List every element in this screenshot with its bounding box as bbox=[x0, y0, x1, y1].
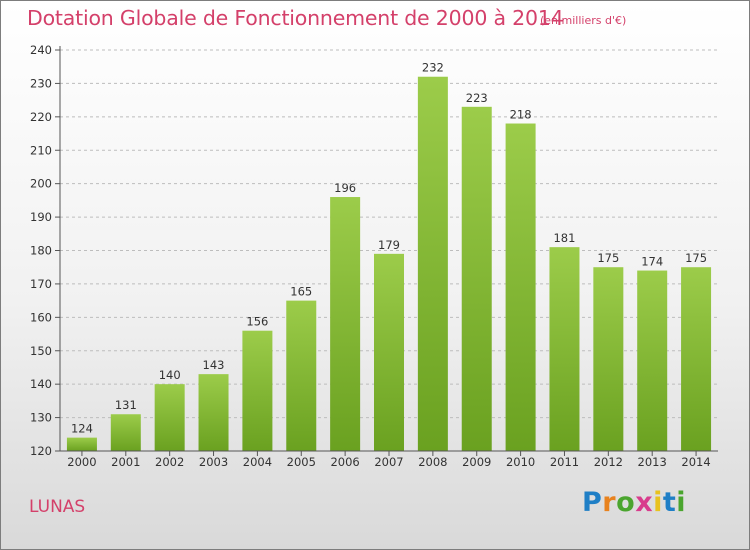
y-tick-label: 160 bbox=[30, 310, 52, 324]
logo-letter: o bbox=[616, 487, 636, 518]
bar-value-label: 179 bbox=[378, 238, 400, 252]
bar-value-label: 156 bbox=[246, 315, 268, 329]
y-tick-label: 190 bbox=[30, 210, 52, 224]
bar-value-label: 175 bbox=[685, 251, 707, 265]
bar bbox=[637, 270, 668, 451]
bar bbox=[505, 123, 536, 452]
logo-letter: P bbox=[582, 487, 603, 518]
bar-value-label: 196 bbox=[334, 181, 356, 195]
bar bbox=[242, 330, 273, 451]
y-tick-label: 120 bbox=[30, 444, 52, 458]
logo-letter: t bbox=[662, 487, 677, 518]
axes bbox=[55, 46, 718, 456]
chart-subtitle: (en milliers d'€) bbox=[540, 14, 627, 27]
x-tick-label: 2001 bbox=[111, 455, 140, 469]
y-tick-label: 220 bbox=[30, 110, 52, 124]
y-tick-label: 170 bbox=[30, 277, 52, 291]
y-tick-label: 200 bbox=[30, 177, 52, 191]
bar bbox=[549, 247, 580, 451]
chart-title: Dotation Globale de Fonctionnement de 20… bbox=[27, 6, 564, 30]
proxiti-logo: Proxiti bbox=[582, 487, 686, 518]
x-tick-label: 2014 bbox=[681, 455, 710, 469]
y-tick-label: 240 bbox=[30, 43, 52, 57]
x-tick-label: 2006 bbox=[330, 455, 359, 469]
bars bbox=[66, 76, 712, 452]
x-tick-label: 2010 bbox=[506, 455, 535, 469]
bar bbox=[198, 374, 229, 451]
y-tick-label: 180 bbox=[30, 244, 52, 258]
x-tick-label: 2012 bbox=[594, 455, 623, 469]
bar-value-label: 175 bbox=[597, 251, 619, 265]
logo-letter: i bbox=[653, 487, 663, 518]
bar-value-label: 223 bbox=[466, 91, 488, 105]
x-tick-label: 2005 bbox=[287, 455, 316, 469]
y-tick-label: 140 bbox=[30, 377, 52, 391]
x-tick-label: 2011 bbox=[550, 455, 579, 469]
x-tick-label: 2008 bbox=[418, 455, 447, 469]
bar bbox=[66, 437, 97, 451]
x-tick-label: 2007 bbox=[374, 455, 403, 469]
bar-value-label: 131 bbox=[115, 398, 137, 412]
bar bbox=[593, 267, 624, 451]
bar bbox=[461, 106, 492, 451]
logo-letter: i bbox=[676, 487, 687, 518]
bar bbox=[110, 414, 141, 451]
bar bbox=[374, 253, 404, 451]
bar-value-label: 140 bbox=[159, 368, 181, 382]
bar bbox=[154, 384, 185, 451]
bar bbox=[417, 76, 448, 451]
bar-value-label: 124 bbox=[71, 422, 93, 436]
x-tick-label: 2003 bbox=[199, 455, 228, 469]
logo-letter: x bbox=[635, 487, 654, 518]
logo-letter: r bbox=[602, 487, 617, 518]
x-tick-label: 2013 bbox=[638, 455, 667, 469]
commune-name: LUNAS bbox=[29, 497, 86, 517]
x-tick-label: 2009 bbox=[462, 455, 491, 469]
bar bbox=[681, 267, 712, 451]
bar-value-label: 174 bbox=[641, 255, 663, 269]
bar bbox=[330, 197, 361, 451]
bar-value-label: 143 bbox=[203, 358, 225, 372]
bar-value-label: 218 bbox=[510, 108, 532, 122]
x-tick-label: 2002 bbox=[155, 455, 184, 469]
labels: 120 130 140 150 160 170 180 190 200 210 220 230 240 1… bbox=[30, 43, 711, 469]
y-tick-label: 150 bbox=[30, 344, 52, 358]
bar bbox=[286, 300, 317, 451]
x-tick-label: 2004 bbox=[243, 455, 272, 469]
bar-value-label: 232 bbox=[422, 61, 444, 75]
bar-value-label: 165 bbox=[290, 285, 312, 299]
y-tick-label: 210 bbox=[30, 143, 52, 157]
x-tick-label: 2000 bbox=[67, 455, 96, 469]
bar-value-label: 181 bbox=[553, 231, 575, 245]
y-tick-label: 230 bbox=[30, 76, 52, 90]
y-tick-label: 130 bbox=[30, 411, 52, 425]
